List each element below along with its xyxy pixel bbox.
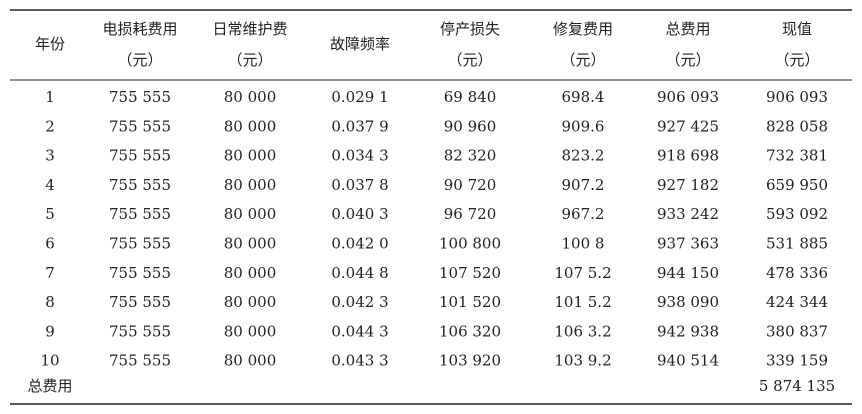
cell: 909.6: [562, 117, 605, 135]
cell: 0.044 3: [331, 322, 388, 340]
cell: 80 000: [224, 235, 277, 253]
cell: 0.044 8: [331, 264, 388, 282]
cell: 531 885: [766, 235, 828, 253]
cell: 755 555: [109, 176, 171, 194]
cell: 69 840: [444, 88, 497, 106]
cell: 82 320: [444, 147, 497, 165]
cell: 755 555: [109, 322, 171, 340]
cell: 755 555: [109, 205, 171, 223]
cell: 755 555: [109, 293, 171, 311]
cell: 659 950: [766, 176, 828, 194]
cell: 7: [45, 264, 55, 282]
header-cell: （元）: [665, 51, 710, 69]
cell: 755 555: [109, 88, 171, 106]
header-cell: （元）: [117, 51, 162, 69]
cell: 80 000: [224, 88, 277, 106]
cell: 103 9.2: [554, 352, 611, 370]
total-label: 总费用: [27, 377, 72, 395]
header-cell: 日常维护费: [212, 20, 287, 38]
cell: 755 555: [109, 147, 171, 165]
cell: 103 920: [439, 352, 501, 370]
cell: 0.042 3: [331, 293, 388, 311]
cell: 80 000: [224, 293, 277, 311]
cell: 937 363: [657, 235, 719, 253]
cell: 3: [45, 147, 55, 165]
cell: 4: [45, 176, 55, 194]
cell: 80 000: [224, 147, 277, 165]
cell: 907.2: [562, 176, 605, 194]
cell: 944 150: [657, 264, 719, 282]
cell: 1: [45, 88, 55, 106]
cell: 8: [45, 293, 55, 311]
cell: 0.037 8: [331, 176, 388, 194]
cell: 698.4: [562, 88, 605, 106]
cell: 732 381: [766, 147, 828, 165]
cell: 755 555: [109, 235, 171, 253]
cell: 0.042 0: [331, 235, 388, 253]
cell: 5: [45, 205, 55, 223]
cell: 478 336: [766, 264, 828, 282]
cell: 101 5.2: [554, 293, 611, 311]
header-cell: 总费用: [665, 20, 710, 38]
total-value: 5 874 135: [759, 377, 835, 395]
cell: 6: [45, 235, 55, 253]
cell: 90 960: [444, 117, 497, 135]
cell: 106 3.2: [554, 322, 611, 340]
header-cell: （元）: [560, 51, 605, 69]
header-cell: 故障频率: [330, 35, 390, 53]
cell: 100 8: [562, 235, 605, 253]
cell: 755 555: [109, 117, 171, 135]
cell: 0.029 1: [331, 88, 388, 106]
header-cell: 电损耗费用: [102, 20, 177, 38]
header-cell: 现值: [782, 20, 812, 38]
cell: 0.040 3: [331, 205, 388, 223]
cell: 80 000: [224, 176, 277, 194]
cell: 823.2: [562, 147, 605, 165]
header-cell: （元）: [447, 51, 492, 69]
header-cell: （元）: [774, 51, 819, 69]
cell: 100 800: [439, 235, 501, 253]
cell: 424 344: [766, 293, 828, 311]
cell: 918 698: [657, 147, 719, 165]
cell: 906 093: [657, 88, 719, 106]
cell: 339 159: [766, 352, 828, 370]
header-cell: （元）: [227, 51, 272, 69]
cell: 942 938: [657, 322, 719, 340]
cell: 380 837: [766, 322, 828, 340]
cell: 80 000: [224, 117, 277, 135]
header-cell: 年份: [35, 35, 65, 53]
header-cell: 停产损失: [440, 20, 500, 38]
cell: 80 000: [224, 322, 277, 340]
cell: 101 520: [439, 293, 501, 311]
cell: 593 092: [766, 205, 828, 223]
cell: 933 242: [657, 205, 719, 223]
cell: 80 000: [224, 205, 277, 223]
cell: 96 720: [444, 205, 497, 223]
cell: 755 555: [109, 352, 171, 370]
cell: 80 000: [224, 264, 277, 282]
cell: 10: [40, 352, 59, 370]
cell: 0.034 3: [331, 147, 388, 165]
cell: 106 320: [439, 322, 501, 340]
cell: 927 425: [657, 117, 719, 135]
cell: 927 182: [657, 176, 719, 194]
cell: 828 058: [766, 117, 828, 135]
cell: 967.2: [562, 205, 605, 223]
cell: 938 090: [657, 293, 719, 311]
cell: 0.037 9: [331, 117, 388, 135]
cell: 9: [45, 322, 55, 340]
cell: 107 520: [439, 264, 501, 282]
header-cell: 修复费用: [553, 20, 613, 38]
cell: 107 5.2: [554, 264, 611, 282]
cell: 80 000: [224, 352, 277, 370]
cell: 0.043 3: [331, 352, 388, 370]
cell: 2: [45, 117, 55, 135]
cell: 755 555: [109, 264, 171, 282]
cell: 906 093: [766, 88, 828, 106]
cell: 90 720: [444, 176, 497, 194]
cell: 940 514: [657, 352, 719, 370]
